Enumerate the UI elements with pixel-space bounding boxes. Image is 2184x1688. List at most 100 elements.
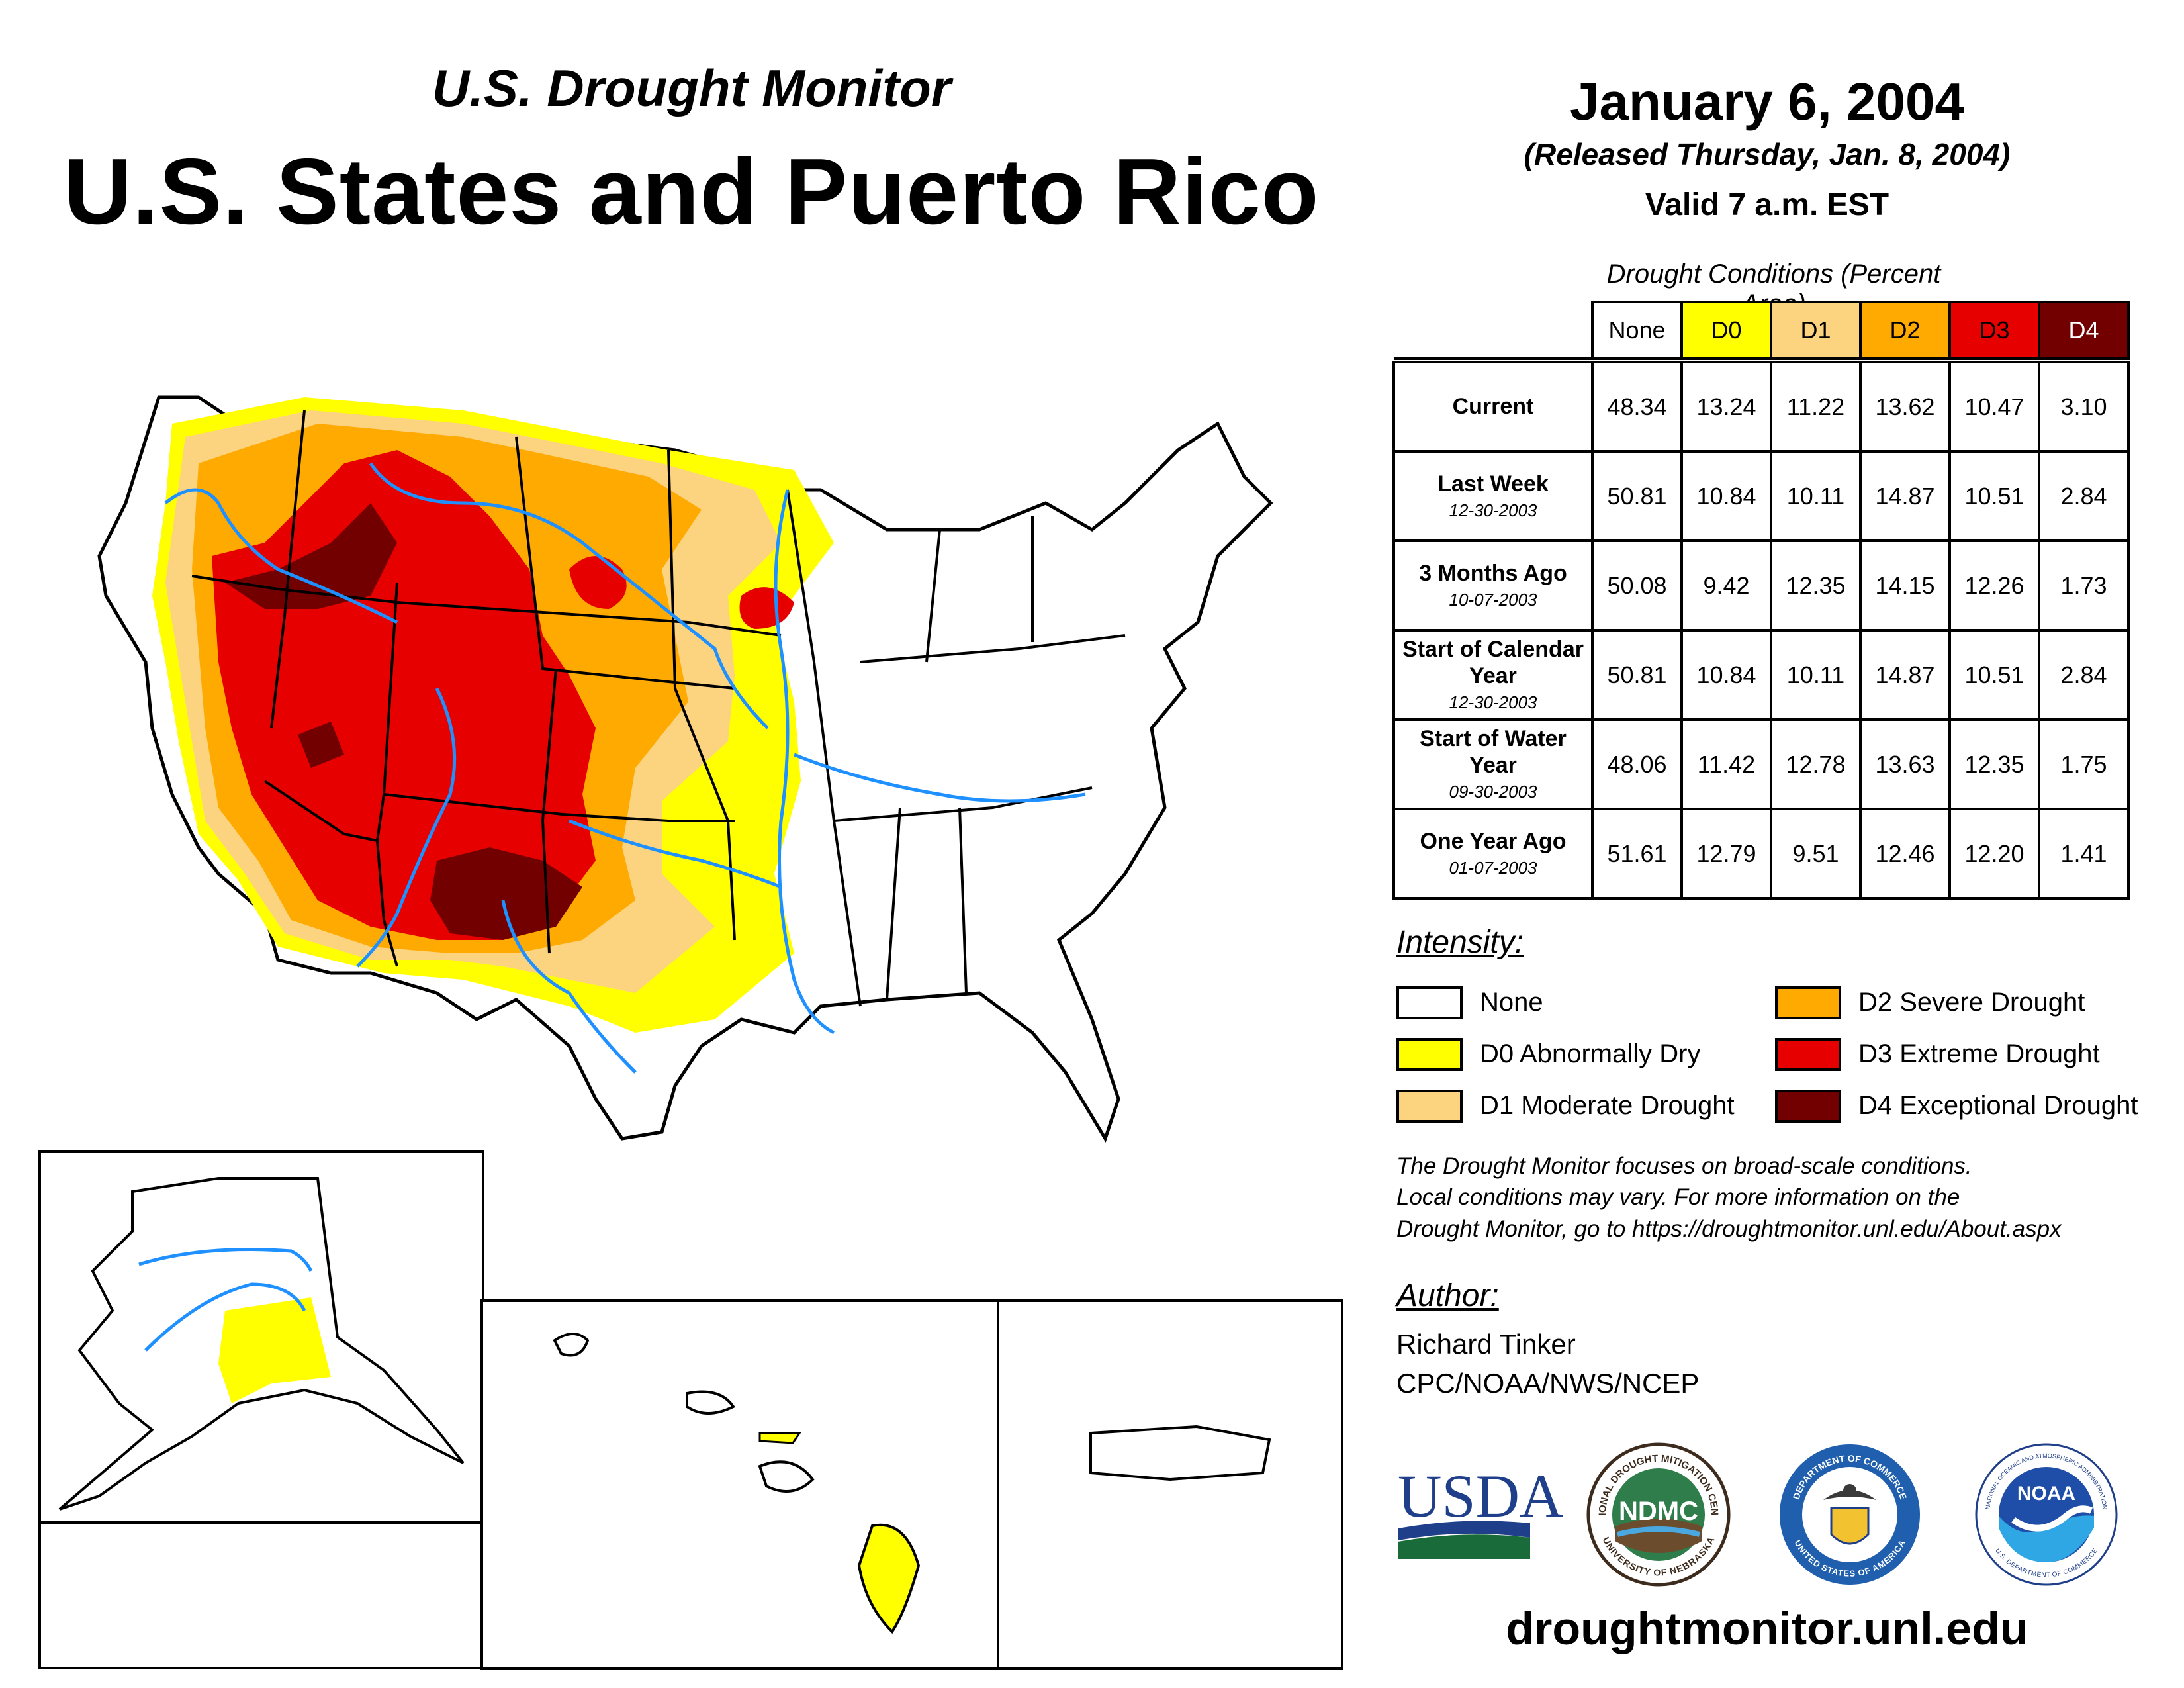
drought-statistics-table: None D0 D1 D2 D3 D4 Current 48.34 13.24 11.… [1392, 301, 2130, 900]
valid-time: Valid 7 a.m. EST [1645, 187, 1889, 222]
ndmc-logo: NDMC NATIONAL DROUGHT MITIGATION CENTER … [1582, 1433, 1731, 1587]
river [138, 1248, 313, 1272]
table-cell: 12.79 [1680, 808, 1772, 900]
row-date: 12-30-2003 [1449, 500, 1537, 521]
legend-label: D1 Moderate Drought [1480, 1091, 1735, 1120]
table-cell: 51.61 [1591, 808, 1683, 900]
puerto-rico-inset [997, 1299, 1343, 1670]
row-label: Start of Water Year 09-30-2003 [1392, 718, 1594, 810]
table-cell: 12.35 [1770, 539, 1862, 632]
d4-area [298, 722, 344, 768]
col-header-d4: D4 [2038, 301, 2130, 360]
table-cell: 12.26 [1948, 539, 2040, 632]
author-name: Richard Tinker [1396, 1329, 1576, 1360]
d0-area [758, 1432, 801, 1444]
legend-swatch [1775, 986, 1841, 1019]
table-cell: 12.35 [1948, 718, 2040, 810]
col-header-d0: D0 [1680, 301, 1772, 360]
row-label-text: Start of Calendar Year [1402, 637, 1584, 688]
col-header-d3: D3 [1948, 301, 2040, 360]
row-date: 10-07-2003 [1449, 590, 1537, 610]
row-label: One Year Ago 01-07-2003 [1392, 808, 1594, 900]
table-row: Last Week 12-30-2003 50.81 10.84 10.11 14.87 1… [1392, 450, 2130, 542]
d3-area [739, 587, 794, 629]
legend-swatch [1396, 986, 1463, 1019]
legend-label: None [1480, 988, 1543, 1017]
table-cell: 48.06 [1591, 718, 1683, 810]
legend-heading: Intensity: [1396, 925, 1524, 960]
table-row: One Year Ago 01-07-2003 51.61 12.79 9.51 12.4… [1392, 808, 2130, 900]
table-cell: 10.11 [1770, 450, 1862, 542]
table-cell: 48.34 [1591, 361, 1683, 453]
river [144, 1282, 306, 1352]
legend-swatch [1775, 1090, 1841, 1123]
map-subtitle: U.S. Drought Monitor [432, 59, 952, 117]
noaa-logo-text: NOAA [2017, 1483, 2075, 1505]
table-cell: 13.62 [1859, 361, 1951, 453]
row-label-text: 3 Months Ago [1419, 561, 1567, 586]
table-cell: 11.22 [1770, 361, 1862, 453]
table-header-row: None D0 D1 D2 D3 D4 [1394, 301, 2130, 360]
table-cell: 10.84 [1680, 629, 1772, 721]
table-cell: 12.20 [1948, 808, 2040, 900]
col-header-d2: D2 [1859, 301, 1951, 360]
table-cell: 12.78 [1770, 718, 1862, 810]
table-cell: 1.41 [2038, 808, 2130, 900]
d3-area [569, 556, 627, 609]
table-cell: 50.81 [1591, 450, 1683, 542]
row-label: Last Week 12-30-2003 [1392, 450, 1594, 542]
state-borders [191, 410, 1126, 1007]
table-row: 3 Months Ago 10-07-2003 50.08 9.42 12.35 14.1… [1392, 539, 2130, 632]
rivers [164, 462, 1086, 1074]
table-cell: 13.24 [1680, 361, 1772, 453]
drought-areas [152, 397, 834, 1033]
row-date: 12-30-2003 [1449, 692, 1537, 712]
table-cell: 50.08 [1591, 539, 1683, 632]
website-link[interactable]: droughtmonitor.unl.edu [1506, 1603, 2028, 1654]
row-label-text: Start of Water Year [1420, 726, 1567, 778]
conus-drought-map [97, 395, 1273, 1143]
legend-label: D4 Exceptional Drought [1858, 1091, 2138, 1120]
table-cell: 50.81 [1591, 629, 1683, 721]
row-label: 3 Months Ago 10-07-2003 [1392, 539, 1594, 632]
table-row: Current 48.34 13.24 11.22 13.62 10.47 3.10 [1392, 361, 2130, 453]
legend-label: D2 Severe Drought [1858, 988, 2085, 1017]
legend-swatch [1396, 1090, 1463, 1123]
table-cell: 14.87 [1859, 450, 1951, 542]
note-line: Drought Monitor, go to https://droughtmo… [1396, 1215, 2062, 1242]
legend-label: D3 Extreme Drought [1858, 1039, 2100, 1068]
table-cell: 3.10 [2038, 361, 2130, 453]
d4-area [225, 503, 397, 609]
author-heading: Author: [1396, 1278, 1499, 1313]
map-date: January 6, 2004 [1570, 72, 1964, 131]
hawaii-inset [480, 1299, 999, 1670]
table-cell: 1.73 [2038, 539, 2130, 632]
map-title: U.S. States and Puerto Rico [64, 139, 1320, 244]
table-cell: 10.51 [1948, 629, 2040, 721]
table-cell: 10.47 [1948, 361, 2040, 453]
note-line: Local conditions may vary. For more info… [1396, 1184, 1960, 1211]
d0-area [218, 1297, 331, 1403]
row-date: 09-30-2003 [1449, 781, 1537, 802]
table-cell: 10.11 [1770, 629, 1862, 721]
row-label-text: One Year Ago [1420, 829, 1567, 854]
note-text: The Drought Monitor focuses on broad-sca… [1396, 1150, 2177, 1244]
author-org: CPC/NOAA/NWS/NCEP [1396, 1367, 1700, 1399]
ndmc-logo-text: NDMC [1619, 1497, 1698, 1526]
usda-logo: USDA [1398, 1462, 1563, 1559]
table-cell: 12.46 [1859, 808, 1951, 900]
table-cell: 10.51 [1948, 450, 2040, 542]
row-date: 01-07-2003 [1449, 858, 1537, 878]
row-label: Start of Calendar Year 12-30-2003 [1392, 629, 1594, 721]
table-row: Start of Calendar Year 12-30-2003 50.81 10.… [1392, 629, 2130, 721]
table-corner [1394, 302, 1594, 360]
row-label: Current [1392, 361, 1594, 453]
table-cell: 14.87 [1859, 629, 1951, 721]
release-date: (Released Thursday, Jan. 8, 2004) [1524, 137, 2011, 171]
table-row: Start of Water Year 09-30-2003 48.06 11.42 1… [1392, 718, 2130, 810]
note-line: The Drought Monitor focuses on broad-sca… [1396, 1153, 1972, 1179]
commerce-seal-logo: DEPARTMENT OF COMMERCE UNITED STATES OF … [1780, 1444, 1920, 1585]
author-block: Richard Tinker CPC/NOAA/NWS/NCEP [1396, 1325, 1699, 1403]
alaska-inset [38, 1150, 484, 1669]
row-label-text: Current [1452, 393, 1534, 419]
